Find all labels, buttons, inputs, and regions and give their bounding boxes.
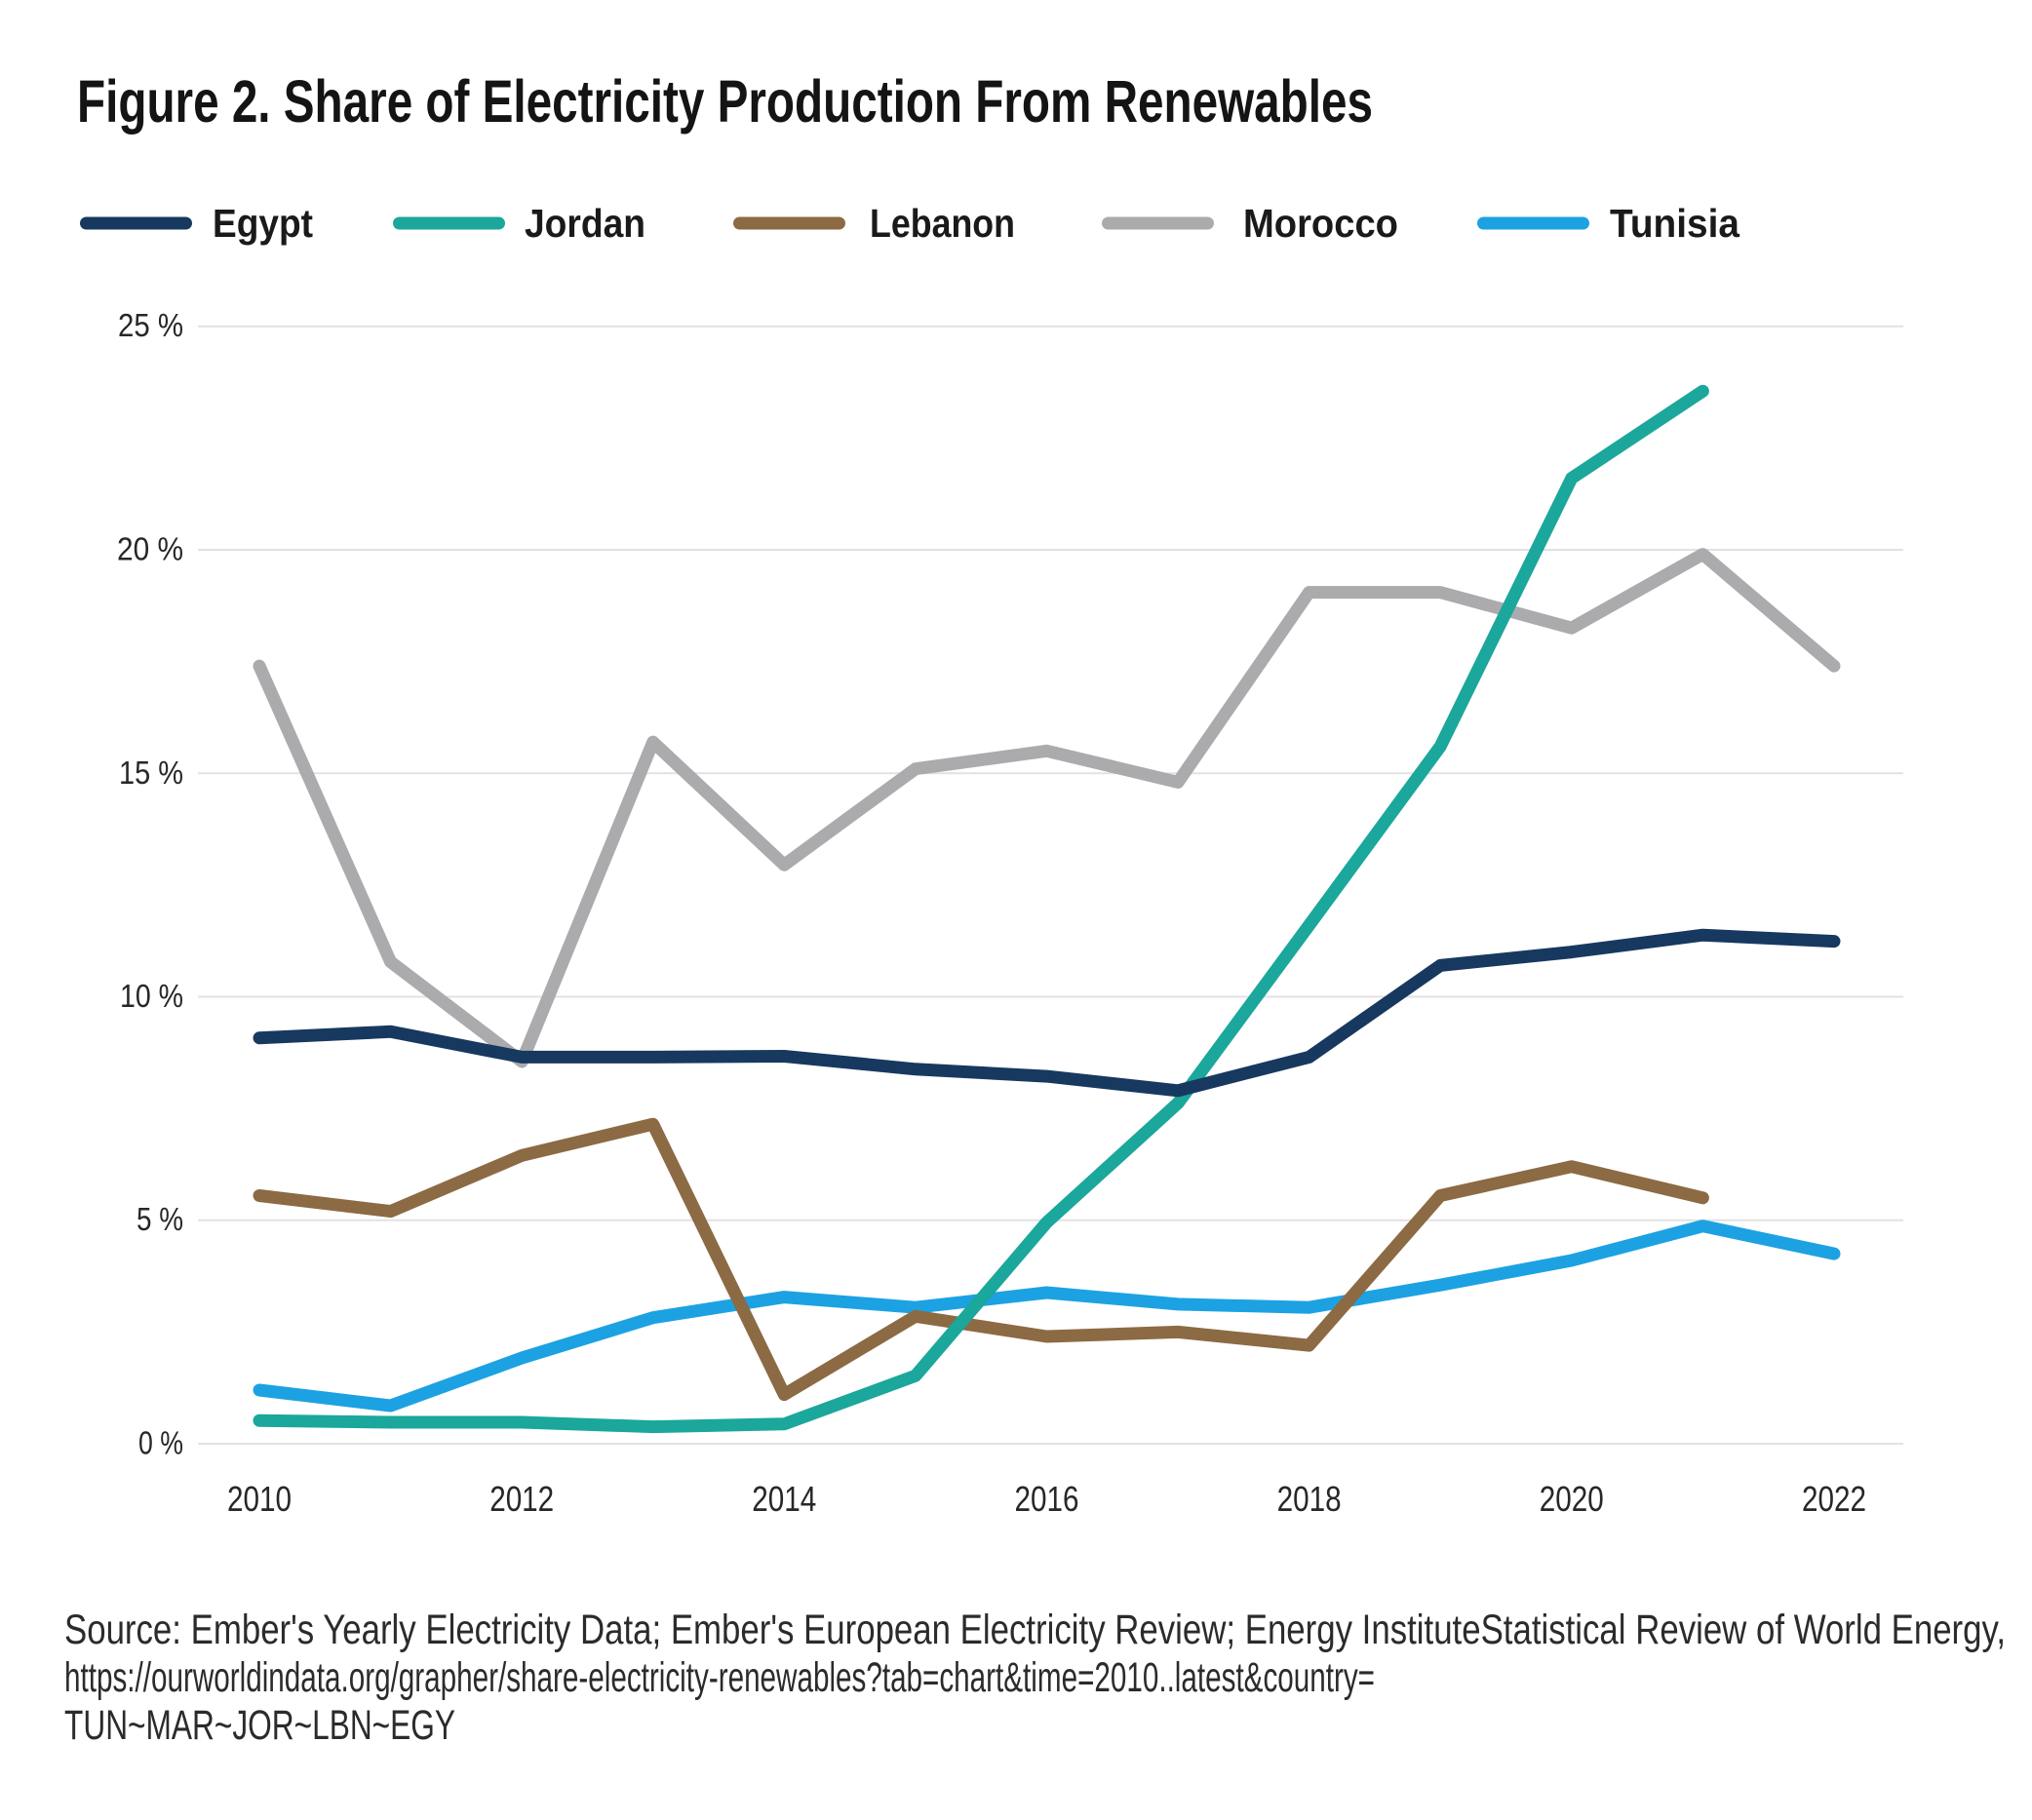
svg-text:Figure 2. Share of Electricity: Figure 2. Share of Electricity Productio…: [77, 68, 1373, 135]
svg-text:5 %: 5 %: [137, 1201, 183, 1237]
svg-text:Egypt: Egypt: [213, 201, 313, 246]
svg-text:2012: 2012: [489, 1479, 554, 1519]
svg-text:Tunisia: Tunisia: [1610, 201, 1740, 246]
svg-text:https://ourworldindata.org/gra: https://ourworldindata.org/grapher/share…: [64, 1654, 1375, 1701]
svg-text:20 %: 20 %: [117, 531, 183, 567]
svg-text:25 %: 25 %: [118, 307, 183, 343]
svg-text:TUN~MAR~JOR~LBN~EGY: TUN~MAR~JOR~LBN~EGY: [64, 1702, 455, 1749]
svg-text:2016: 2016: [1015, 1479, 1079, 1519]
svg-text:2018: 2018: [1277, 1479, 1342, 1519]
svg-text:0 %: 0 %: [138, 1425, 183, 1461]
svg-text:10 %: 10 %: [120, 978, 183, 1014]
svg-text:2010: 2010: [227, 1479, 292, 1519]
svg-text:Morocco: Morocco: [1243, 201, 1398, 246]
svg-text:2020: 2020: [1540, 1479, 1604, 1519]
svg-text:2014: 2014: [752, 1479, 816, 1519]
svg-text:15 %: 15 %: [119, 755, 183, 791]
svg-text:Jordan: Jordan: [525, 201, 645, 246]
svg-text:Source: Ember's Yearly Electri: Source: Ember's Yearly Electricity Data;…: [64, 1607, 2006, 1653]
svg-text:2022: 2022: [1802, 1479, 1866, 1519]
svg-text:Lebanon: Lebanon: [870, 201, 1015, 246]
